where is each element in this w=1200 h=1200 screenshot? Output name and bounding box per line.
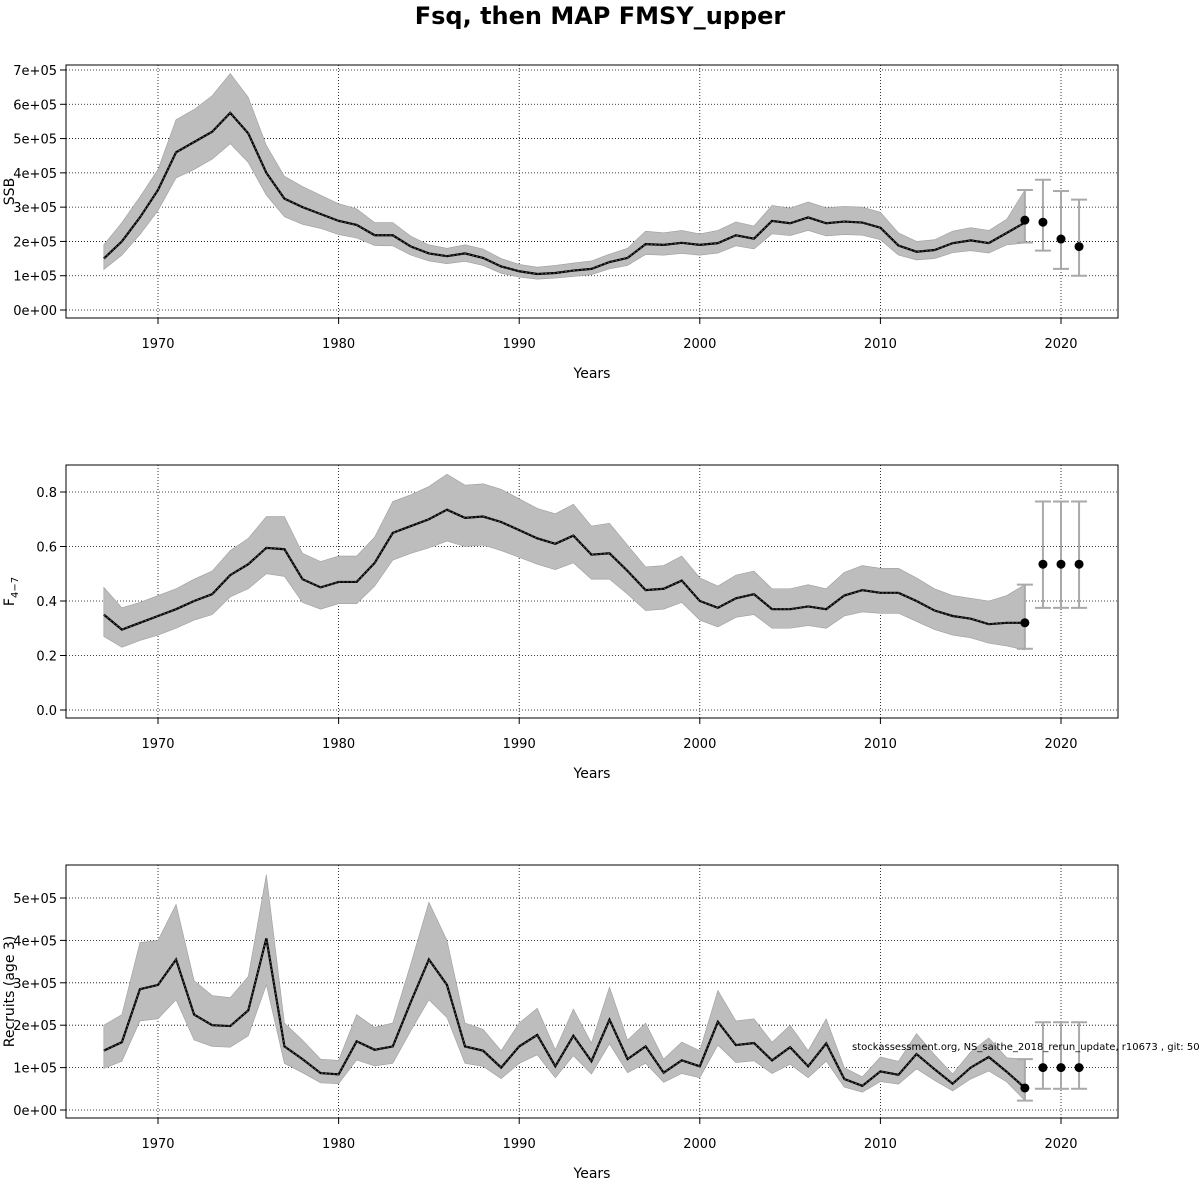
- y-tick-label-fbar-3: 0.6: [36, 541, 57, 556]
- footnote: stockassessment.org, NS_saithe_2018_reru…: [852, 1042, 1200, 1053]
- y-tick-label-ssb-3: 3e+05: [13, 201, 57, 216]
- projection-point-fbar-3: [1074, 559, 1084, 569]
- y-tick-label-fbar-4: 0.8: [36, 486, 57, 501]
- x-axis-label-recruits: Years: [573, 1166, 611, 1182]
- x-tick-label-fbar-0: 1970: [141, 737, 174, 752]
- projection-point-recruits-2: [1056, 1063, 1066, 1073]
- x-tick-label-ssb-1: 1980: [322, 337, 355, 352]
- x-tick-label-ssb-4: 2010: [864, 337, 897, 352]
- y-axis-label-ssb: SSB: [2, 178, 18, 205]
- x-tick-label-recruits-2: 1990: [503, 1137, 536, 1152]
- y-tick-label-fbar-1: 0.2: [36, 650, 57, 665]
- projection-point-fbar-0: [1020, 618, 1030, 628]
- x-tick-label-ssb-2: 1990: [503, 337, 536, 352]
- x-tick-label-recruits-3: 2000: [683, 1137, 716, 1152]
- x-tick-label-recruits-1: 1980: [322, 1137, 355, 1152]
- estimate-line-dots-fbar: [103, 509, 1025, 631]
- plot-frame-ssb: [65, 64, 1119, 319]
- panel-fbar: 1970 1980 1990 2000 2010 2020 0.0 0.2 0.4 0.6 0.8 Y…: [2, 464, 1119, 782]
- projection-point-ssb-3: [1074, 242, 1084, 252]
- x-tick-label-ssb-0: 1970: [141, 337, 174, 352]
- y-tick-label-ssb-6: 6e+05: [13, 98, 57, 113]
- y-tick-label-ssb-7: 7e+05: [13, 64, 57, 79]
- confidence-band-recruits: [103, 874, 1026, 1102]
- y-tick-label-ssb-0: 0e+00: [13, 304, 57, 319]
- plot-frame-fbar: [65, 464, 1119, 719]
- y-tick-label-ssb-1: 1e+05: [13, 270, 57, 285]
- x-tick-label-fbar-2: 1990: [503, 737, 536, 752]
- y-tick-label-ssb-2: 2e+05: [13, 235, 57, 250]
- y-tick-label-ssb-5: 5e+05: [13, 133, 57, 148]
- x-tick-label-ssb-3: 2000: [683, 337, 716, 352]
- y-axis-label-fbar: F4−7: [2, 577, 21, 606]
- projection-point-ssb-0: [1020, 215, 1030, 225]
- y-tick-label-recruits-1: 1e+05: [13, 1062, 57, 1077]
- y-axis-label-recruits: Recruits (age 3): [2, 936, 18, 1048]
- estimate-line-dots-recruits: [103, 938, 1026, 1089]
- y-tick-label-recruits-3: 3e+05: [13, 977, 57, 992]
- projection-point-ssb-1: [1038, 217, 1048, 227]
- x-tick-label-recruits-4: 2010: [864, 1137, 897, 1152]
- projection-point-fbar-1: [1038, 559, 1048, 569]
- projection-point-recruits-3: [1074, 1063, 1084, 1073]
- y-tick-label-recruits-0: 0e+00: [13, 1104, 57, 1119]
- panel-ssb: 1970 1980 1990 2000 2010 2020 0e+00 1e+05 2e+05 3…: [2, 64, 1119, 382]
- x-tick-label-fbar-4: 2010: [864, 737, 897, 752]
- projection-point-recruits-0: [1020, 1083, 1030, 1093]
- y-tick-label-recruits-5: 5e+05: [13, 892, 57, 907]
- y-axis-label-main-fbar: F: [2, 598, 18, 606]
- x-axis-label-ssb: Years: [573, 366, 611, 382]
- estimate-line-dots-ssb: [103, 112, 1026, 275]
- x-tick-label-ssb-5: 2020: [1044, 337, 1077, 352]
- x-axis-label-fbar: Years: [573, 766, 611, 782]
- projection-point-recruits-1: [1038, 1063, 1048, 1073]
- x-tick-label-fbar-3: 2000: [683, 737, 716, 752]
- x-tick-label-recruits-5: 2020: [1044, 1137, 1077, 1152]
- y-tick-label-ssb-4: 4e+05: [13, 167, 57, 182]
- projection-point-ssb-2: [1056, 234, 1066, 244]
- y-tick-label-recruits-2: 2e+05: [13, 1019, 57, 1034]
- plot-frame-recruits: [65, 864, 1119, 1119]
- panel-recruits: 1970 1980 1990 2000 2010 2020 0e+00 1e+05 2e+05 3…: [2, 864, 1119, 1182]
- x-tick-label-recruits-0: 1970: [141, 1137, 174, 1152]
- projection-point-fbar-2: [1056, 559, 1066, 569]
- x-tick-label-fbar-1: 1980: [322, 737, 355, 752]
- confidence-band-fbar: [103, 473, 1026, 651]
- y-axis-label-sub-fbar: 4−7: [10, 577, 21, 598]
- y-tick-label-fbar-0: 0.0: [36, 704, 57, 719]
- chart-title: Fsq, then MAP FMSY_upper: [415, 2, 786, 30]
- y-tick-label-recruits-4: 4e+05: [13, 934, 57, 949]
- y-tick-label-fbar-2: 0.4: [36, 595, 57, 610]
- x-tick-label-fbar-5: 2020: [1044, 737, 1077, 752]
